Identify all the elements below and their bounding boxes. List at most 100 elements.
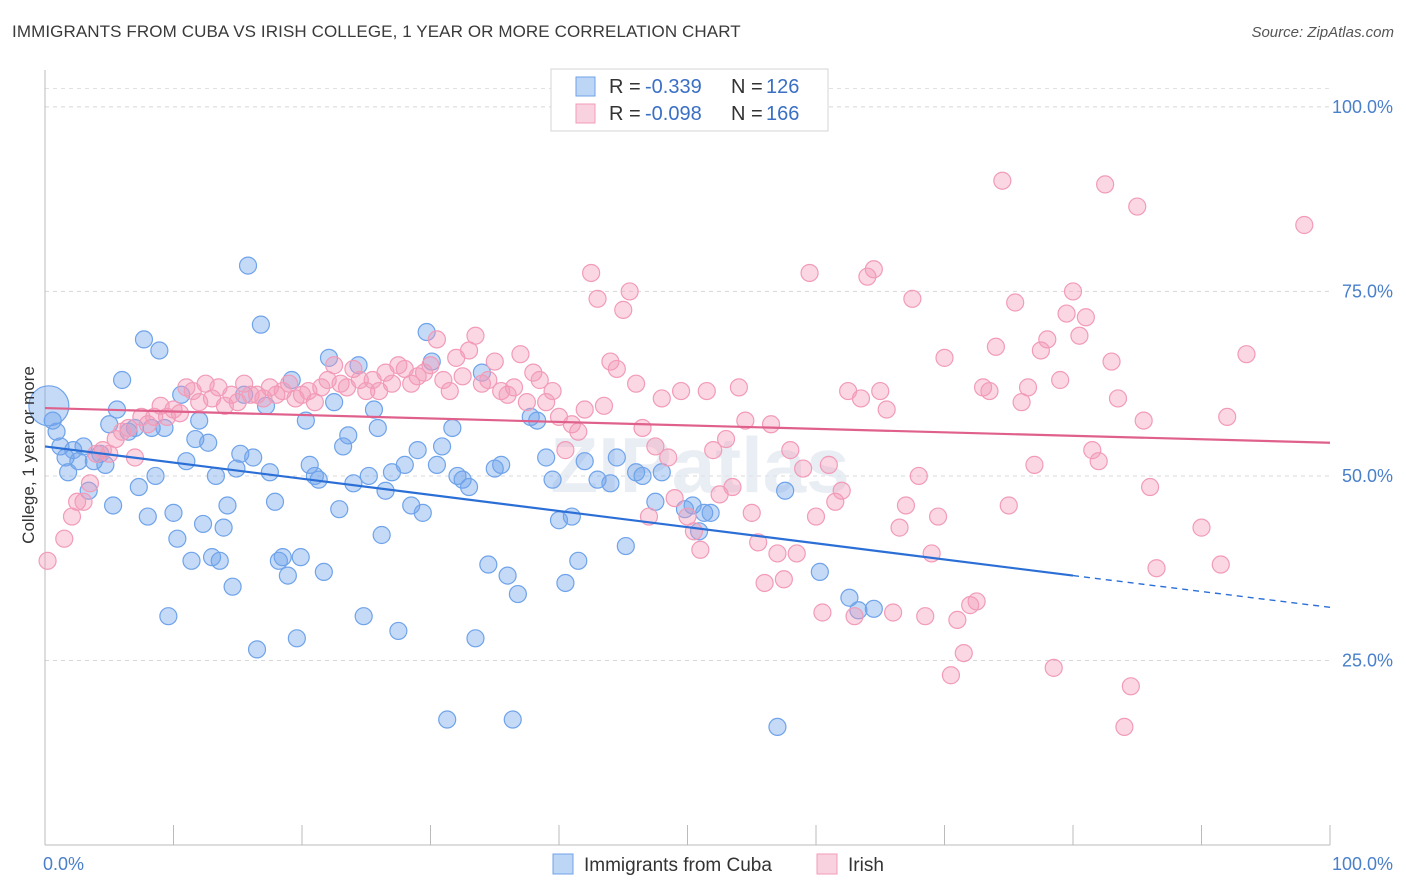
data-point (768, 717, 787, 737)
data-point (38, 551, 57, 570)
data-point (1218, 407, 1237, 427)
data-point (749, 533, 768, 552)
data-point (104, 496, 123, 515)
data-point (339, 426, 358, 445)
data-point (806, 507, 826, 526)
data-point (1070, 326, 1089, 345)
data-point (755, 573, 774, 593)
data-point (787, 544, 806, 563)
data-point (1128, 197, 1147, 216)
x-tick-label-max: 100.0% (1332, 854, 1393, 874)
data-point (119, 418, 138, 438)
data-point (138, 415, 157, 434)
data-point (626, 374, 646, 393)
data-point (164, 503, 183, 522)
data-point (466, 629, 485, 648)
series-legend: Immigrants from Cuba Irish (552, 853, 884, 876)
stats-legend-swatch (575, 103, 596, 124)
data-point (235, 374, 254, 393)
y-tick-label: 50.0% (1342, 466, 1393, 486)
legend-swatch-irish (816, 853, 838, 875)
data-point (562, 415, 581, 434)
data-point (132, 407, 151, 427)
stats-r-value: -0.098 (645, 103, 702, 125)
data-point (701, 503, 720, 522)
data-point (479, 555, 498, 574)
data-point (826, 492, 845, 511)
data-point (916, 607, 935, 626)
data-point (716, 429, 736, 449)
data-point (1096, 175, 1115, 194)
data-point (350, 370, 369, 390)
data-point (967, 592, 986, 611)
data-point (742, 503, 761, 522)
y-tick-label: 25.0% (1342, 650, 1393, 670)
data-point (129, 477, 148, 497)
data-point (582, 263, 601, 283)
data-point (723, 477, 742, 497)
data-point (840, 588, 859, 607)
data-point (511, 345, 530, 364)
data-point (1147, 559, 1166, 578)
data-point (408, 441, 427, 460)
data-point (903, 289, 922, 308)
data-point (498, 566, 517, 585)
stats-legend-swatch (575, 76, 596, 97)
data-point (575, 452, 594, 471)
data-point (601, 352, 620, 371)
data-point (1063, 282, 1083, 301)
data-point (214, 518, 233, 537)
data-point (260, 463, 279, 482)
data-point (504, 378, 524, 397)
data-point (159, 607, 178, 626)
data-point (251, 315, 270, 334)
data-point (684, 522, 704, 541)
stats-legend-box (550, 68, 829, 132)
data-point (1140, 477, 1160, 497)
data-point (223, 577, 242, 596)
data-point (498, 385, 517, 404)
data-point (556, 573, 575, 593)
series-irish-points (38, 171, 1314, 737)
data-point (206, 466, 226, 486)
data-point (832, 481, 851, 500)
data-point (314, 562, 333, 582)
data-point (877, 400, 896, 419)
data-point (607, 359, 626, 379)
data-point (1121, 677, 1140, 696)
data-point (265, 492, 285, 511)
data-point (774, 570, 793, 589)
data-point (238, 256, 258, 275)
chart-source: Source: ZipAtlas.com (1251, 24, 1394, 41)
data-point (59, 463, 78, 482)
data-point (296, 411, 315, 430)
data-point (909, 466, 928, 486)
data-point (354, 607, 373, 626)
data-point (291, 548, 310, 567)
y-tick-label: 100.0% (1332, 97, 1393, 117)
data-point (620, 282, 639, 301)
data-point (112, 370, 132, 390)
data-point (222, 385, 241, 404)
data-point (761, 415, 781, 434)
data-point (993, 171, 1012, 190)
trend-layer (44, 406, 1331, 609)
data-point (530, 370, 549, 390)
data-point (954, 643, 973, 663)
data-point (941, 666, 961, 685)
data-point (928, 507, 948, 526)
data-point (434, 370, 453, 390)
data-point (948, 610, 967, 629)
data-point (479, 370, 498, 390)
data-point (543, 470, 562, 489)
data-point (1076, 308, 1095, 327)
data-point (1115, 717, 1134, 737)
data-point (287, 629, 306, 648)
data-point (508, 584, 527, 604)
data-point (438, 710, 457, 729)
data-point (138, 507, 157, 526)
data-point (1018, 378, 1038, 397)
data-point (1211, 555, 1230, 574)
watermark: ZIPatlas (550, 421, 849, 509)
